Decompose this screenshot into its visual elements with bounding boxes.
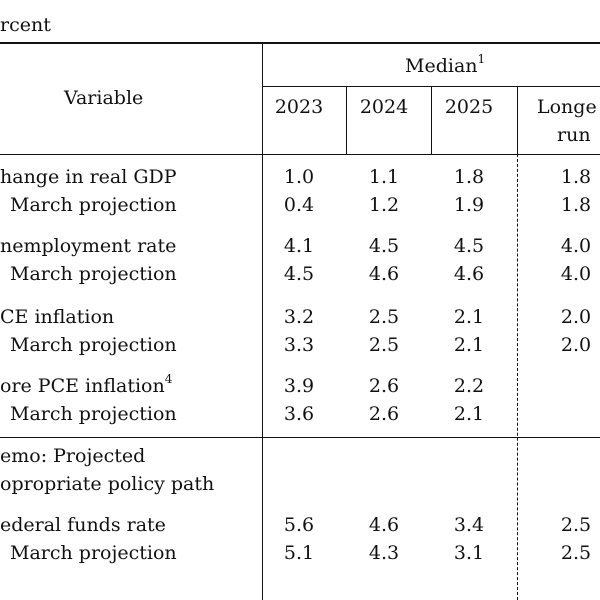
memo-top-rule <box>0 437 600 438</box>
year-header-2024: 2024 <box>359 96 409 118</box>
memo-row-value: 3.4 <box>453 514 485 536</box>
row-label: March projection <box>10 334 177 356</box>
row-label: March projection <box>10 403 177 425</box>
row-value: 4.6 <box>453 263 485 285</box>
row-value: 2.1 <box>453 306 485 328</box>
year-divider-2 <box>431 86 432 154</box>
row-label: ore PCE inflation4 <box>0 371 173 397</box>
memo-row-value: 4.6 <box>368 514 400 536</box>
row-value: 2.1 <box>453 403 485 425</box>
row-label: nemployment rate <box>0 235 177 257</box>
memo-label-line1: emo: Projected <box>0 445 146 467</box>
row-value: 1.9 <box>453 194 485 216</box>
row-footnote: 4 <box>164 371 173 386</box>
memo-row-value: 5.6 <box>283 514 315 536</box>
row-value: 2.5 <box>368 306 400 328</box>
row-value: 0.4 <box>283 194 315 216</box>
year-divider-3 <box>517 86 518 154</box>
row-label: March projection <box>10 194 177 216</box>
row-value: 3.3 <box>283 334 315 356</box>
memo-row-value: 5.1 <box>283 542 315 564</box>
row-value: 3.6 <box>283 403 315 425</box>
longer-run-header-line2: run <box>557 124 591 146</box>
memo-row-value: 2.5 <box>560 514 592 536</box>
row-value: 2.0 <box>560 334 592 356</box>
row-value: 4.6 <box>368 263 400 285</box>
row-value: 2.0 <box>560 306 592 328</box>
memo-label-line2: opropriate policy path <box>0 473 215 495</box>
row-value: 4.5 <box>453 235 485 257</box>
top-rule <box>0 42 600 44</box>
memo-row-value: 3.1 <box>453 542 485 564</box>
variable-column-divider <box>262 42 263 600</box>
memo-row-value: 2.5 <box>560 542 592 564</box>
row-value: 1.8 <box>560 166 592 188</box>
row-value: 4.0 <box>560 263 592 285</box>
row-value: 4.5 <box>283 263 315 285</box>
row-value: 4.1 <box>283 235 315 257</box>
median-header: Median1 <box>405 51 486 77</box>
year-divider-1 <box>346 86 347 154</box>
row-value: 1.0 <box>283 166 315 188</box>
row-label: hange in real GDP <box>0 166 177 188</box>
row-value: 4.5 <box>368 235 400 257</box>
variable-header: Variable <box>64 87 144 109</box>
memo-row-value: 4.3 <box>368 542 400 564</box>
row-label: CE inflation <box>0 306 115 328</box>
row-value: 2.1 <box>453 334 485 356</box>
longer-run-dashed-divider <box>517 154 518 600</box>
header-bottom-rule <box>0 154 600 155</box>
row-value: 1.8 <box>560 194 592 216</box>
row-value: 1.2 <box>368 194 400 216</box>
row-value: 1.1 <box>368 166 400 188</box>
row-value: 2.5 <box>368 334 400 356</box>
row-value: 4.0 <box>560 235 592 257</box>
row-value: 3.2 <box>283 306 315 328</box>
year-header-2023: 2023 <box>274 96 324 118</box>
row-value: 1.8 <box>453 166 485 188</box>
unit-label: rcent <box>0 14 51 36</box>
memo-row-label: March projection <box>10 542 177 564</box>
row-value: 3.9 <box>283 375 315 397</box>
year-header-2025: 2025 <box>444 96 494 118</box>
row-label: March projection <box>10 263 177 285</box>
row-value: 2.2 <box>453 375 485 397</box>
memo-row-label: ederal funds rate <box>0 514 166 536</box>
longer-run-header-line1: Longe <box>537 96 597 118</box>
median-footnote: 1 <box>477 51 486 66</box>
row-value: 2.6 <box>368 403 400 425</box>
row-value: 2.6 <box>368 375 400 397</box>
